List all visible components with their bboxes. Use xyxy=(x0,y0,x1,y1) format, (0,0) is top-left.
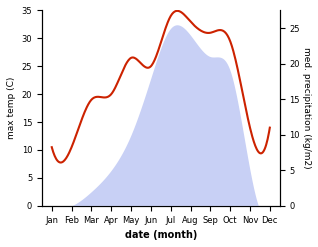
Y-axis label: max temp (C): max temp (C) xyxy=(7,77,16,139)
X-axis label: date (month): date (month) xyxy=(125,230,197,240)
Y-axis label: med. precipitation (kg/m2): med. precipitation (kg/m2) xyxy=(302,47,311,169)
